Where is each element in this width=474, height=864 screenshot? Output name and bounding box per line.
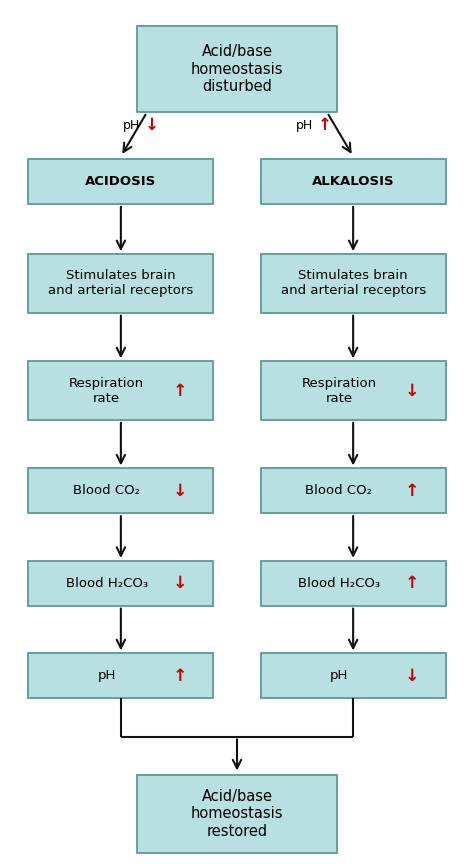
FancyBboxPatch shape xyxy=(261,361,446,420)
Text: Blood H₂CO₃: Blood H₂CO₃ xyxy=(298,576,380,590)
Text: ↓: ↓ xyxy=(405,667,419,684)
FancyBboxPatch shape xyxy=(28,653,213,698)
Text: ↑: ↑ xyxy=(173,667,187,684)
Text: Blood CO₂: Blood CO₂ xyxy=(73,484,140,498)
Text: Respiration
rate: Respiration rate xyxy=(69,377,144,404)
Text: Stimulates brain
and arterial receptors: Stimulates brain and arterial receptors xyxy=(281,270,426,297)
Text: ↓: ↓ xyxy=(173,575,187,592)
Text: pH: pH xyxy=(123,118,140,132)
Text: Respiration
rate: Respiration rate xyxy=(301,377,376,404)
Text: Acid/base
homeostasis
disturbed: Acid/base homeostasis disturbed xyxy=(191,44,283,94)
Text: Blood CO₂: Blood CO₂ xyxy=(305,484,373,498)
FancyBboxPatch shape xyxy=(261,653,446,698)
Text: ↓: ↓ xyxy=(405,382,419,399)
FancyBboxPatch shape xyxy=(137,775,337,853)
FancyBboxPatch shape xyxy=(28,159,213,204)
FancyBboxPatch shape xyxy=(261,468,446,513)
Text: ALKALOSIS: ALKALOSIS xyxy=(312,175,394,188)
Text: pH: pH xyxy=(330,669,348,683)
Text: Blood H₂CO₃: Blood H₂CO₃ xyxy=(65,576,148,590)
FancyBboxPatch shape xyxy=(28,561,213,606)
FancyBboxPatch shape xyxy=(28,468,213,513)
FancyBboxPatch shape xyxy=(261,254,446,313)
FancyBboxPatch shape xyxy=(137,26,337,112)
Text: ↓: ↓ xyxy=(173,482,187,499)
Text: pH: pH xyxy=(296,118,313,132)
Text: ↑: ↑ xyxy=(405,482,419,499)
FancyBboxPatch shape xyxy=(261,561,446,606)
Text: ↑: ↑ xyxy=(405,575,419,592)
Text: pH: pH xyxy=(98,669,116,683)
Text: Stimulates brain
and arterial receptors: Stimulates brain and arterial receptors xyxy=(48,270,193,297)
Text: ↑: ↑ xyxy=(318,117,331,134)
Text: Acid/base
homeostasis
restored: Acid/base homeostasis restored xyxy=(191,789,283,839)
Text: ↑: ↑ xyxy=(173,382,187,399)
Text: ↓: ↓ xyxy=(145,117,158,134)
FancyBboxPatch shape xyxy=(28,254,213,313)
FancyBboxPatch shape xyxy=(28,361,213,420)
Text: ACIDOSIS: ACIDOSIS xyxy=(85,175,156,188)
FancyBboxPatch shape xyxy=(261,159,446,204)
